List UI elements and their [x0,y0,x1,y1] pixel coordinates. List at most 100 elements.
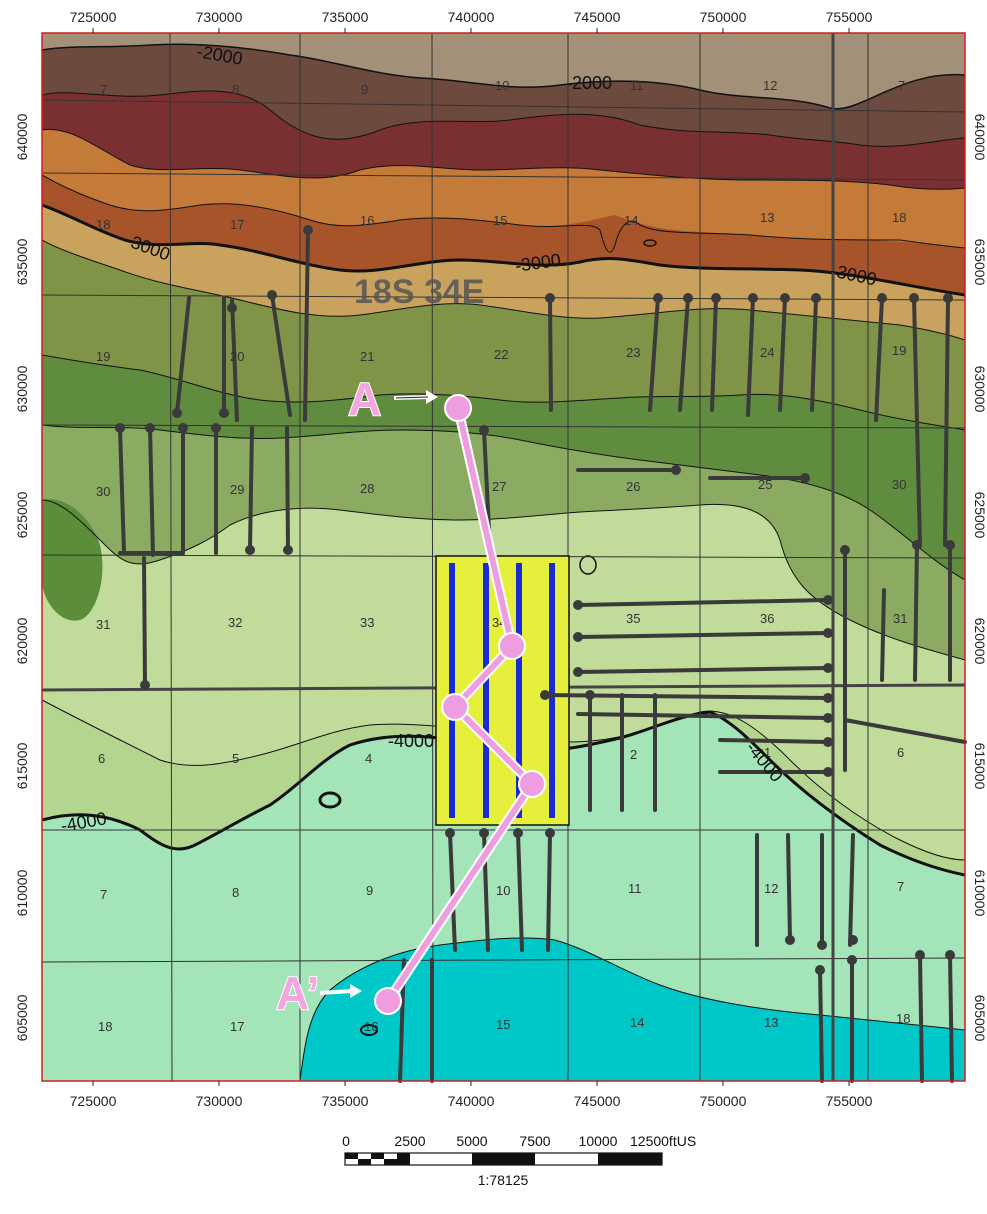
x-tick-label: 750000 [700,1093,747,1109]
section-number: 16 [364,1019,378,1034]
section-number: 26 [626,479,640,494]
axis-ticks [92,28,850,1086]
section-number: 18 [896,1011,910,1026]
section-number: 10 [495,78,509,93]
section-number: 4 [365,751,372,766]
section-number: 19 [96,349,110,364]
scale-label: 0 [342,1133,350,1149]
y-tick-label: 640000 [972,114,987,161]
township-label: 18S 34E [354,273,484,311]
horizontal-wells [118,228,967,1083]
y-tick-label: 635000 [972,239,987,286]
x-tick-label: 750000 [700,9,747,25]
y-axis-left: 640000 635000 630000 625000 620000 61500… [14,113,30,1041]
township-labels: 18S 34E 19S 34E [354,273,494,1112]
y-tick-label: 630000 [972,366,987,413]
section-number: 29 [230,482,244,497]
y-tick-label: 605000 [14,994,30,1041]
cross-section-point [374,987,402,1015]
y-tick-label: 605000 [972,995,987,1042]
section-number: 11 [628,881,642,896]
section-number: 18 [96,217,110,232]
x-tick-label: 745000 [574,1093,621,1109]
cross-section-point [518,770,546,798]
section-number: 6 [897,745,904,760]
cross-section-point [444,394,472,422]
contour-label: -4000 [388,731,434,751]
section-number: 36 [760,611,774,626]
section-number: 31 [96,617,110,632]
section-number: 5 [232,751,239,766]
section-number: 14 [630,1015,644,1030]
contour-label: -2000 [566,73,612,93]
x-axis-bottom: 725000 730000 735000 740000 745000 75000… [70,1093,873,1109]
section-number: 21 [360,349,374,364]
well-heads [115,225,955,975]
section-number: 23 [626,345,640,360]
y-tick-label: 635000 [14,238,30,285]
section-number: 7 [898,78,905,93]
section-number: 30 [96,484,110,499]
y-tick-label: 640000 [14,113,30,160]
y-tick-label: 625000 [972,492,987,539]
section-number: 9 [361,82,368,97]
cross-section-point [498,632,526,660]
x-tick-label: 745000 [574,9,621,25]
scale-label: 10000 [579,1133,618,1149]
x-tick-label: 735000 [322,9,369,25]
y-axis-right: 640000 635000 630000 625000 620000 61500… [972,114,987,1042]
section-number: 7 [100,82,107,97]
x-tick-label: 725000 [70,9,117,25]
section-number: 7 [100,887,107,902]
map-frame [41,32,966,1082]
section-numbers: 7 8 9 10 11 12 7 18 17 16 15 14 13 18 19… [96,78,910,1034]
section-number: 18 [98,1019,112,1034]
section-number: 35 [626,611,640,626]
section-number: 28 [360,481,374,496]
x-tick-label: 735000 [322,1093,369,1109]
x-tick-label: 730000 [196,9,243,25]
y-tick-label: 620000 [14,617,30,664]
x-axis-top: 725000 730000 735000 740000 745000 75000… [70,9,873,25]
section-number: 15 [493,213,507,228]
section-number: 32 [228,615,242,630]
section-number: 8 [232,82,239,97]
x-tick-label: 755000 [826,9,873,25]
section-number: 10 [496,883,510,898]
x-tick-label: 740000 [448,1093,495,1109]
y-tick-label: 630000 [14,365,30,412]
section-number: 13 [760,210,774,225]
y-tick-label: 610000 [14,869,30,916]
cross-section-start-label: A [348,373,381,425]
section-number: 17 [230,1019,244,1034]
section-number: 6 [98,751,105,766]
section-number: 33 [360,615,374,630]
section-number: 16 [360,213,374,228]
section-number: 25 [758,477,772,492]
section-number: 9 [366,883,373,898]
section-number: 7 [897,879,904,894]
y-tick-label: 610000 [972,870,987,917]
section-number: 24 [760,345,774,360]
scale-label: 12500ftUS [630,1133,696,1149]
section-number: 13 [764,1015,778,1030]
section-number: 27 [492,479,506,494]
section-number: 12 [763,78,777,93]
scale-ratio: 1:78125 [478,1172,529,1188]
section-number: 31 [893,611,907,626]
section-number: 30 [892,477,906,492]
y-tick-label: 625000 [14,491,30,538]
arrow-right-icon [393,390,438,404]
x-tick-label: 740000 [448,9,495,25]
y-tick-label: 620000 [972,618,987,665]
y-tick-label: 615000 [972,743,987,790]
section-number: 15 [496,1017,510,1032]
y-tick-label: 615000 [14,742,30,789]
township-label: 19S 34E [364,1074,494,1112]
cross-section-line: A A’ [275,372,546,1020]
section-number: 1 [764,745,771,760]
section-number: 17 [230,217,244,232]
section-number: 18 [892,210,906,225]
